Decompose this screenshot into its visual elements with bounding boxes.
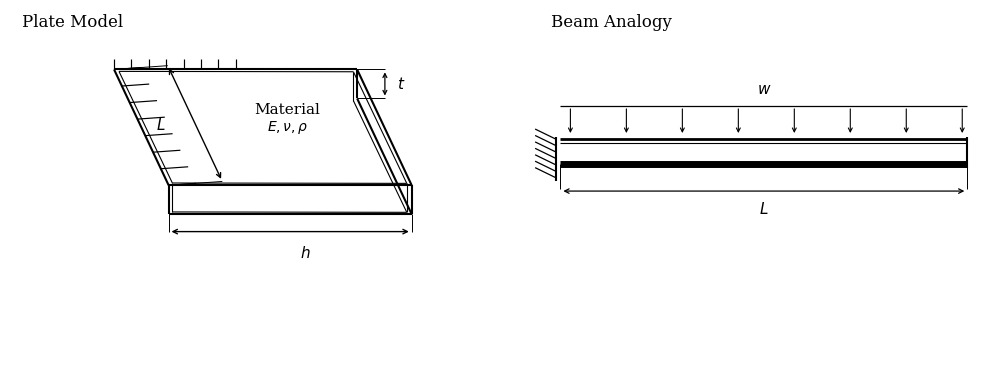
Text: $t$: $t$ <box>397 76 406 92</box>
Text: Plate Model: Plate Model <box>22 14 123 30</box>
Text: $h$: $h$ <box>300 245 310 261</box>
Text: Beam Analogy: Beam Analogy <box>551 14 672 30</box>
Text: $E, \nu, \rho$: $E, \nu, \rho$ <box>267 119 309 136</box>
Text: Material: Material <box>255 103 320 117</box>
Text: $L$: $L$ <box>156 117 166 133</box>
Text: $w$: $w$ <box>757 83 771 96</box>
Text: $L$: $L$ <box>759 201 769 217</box>
